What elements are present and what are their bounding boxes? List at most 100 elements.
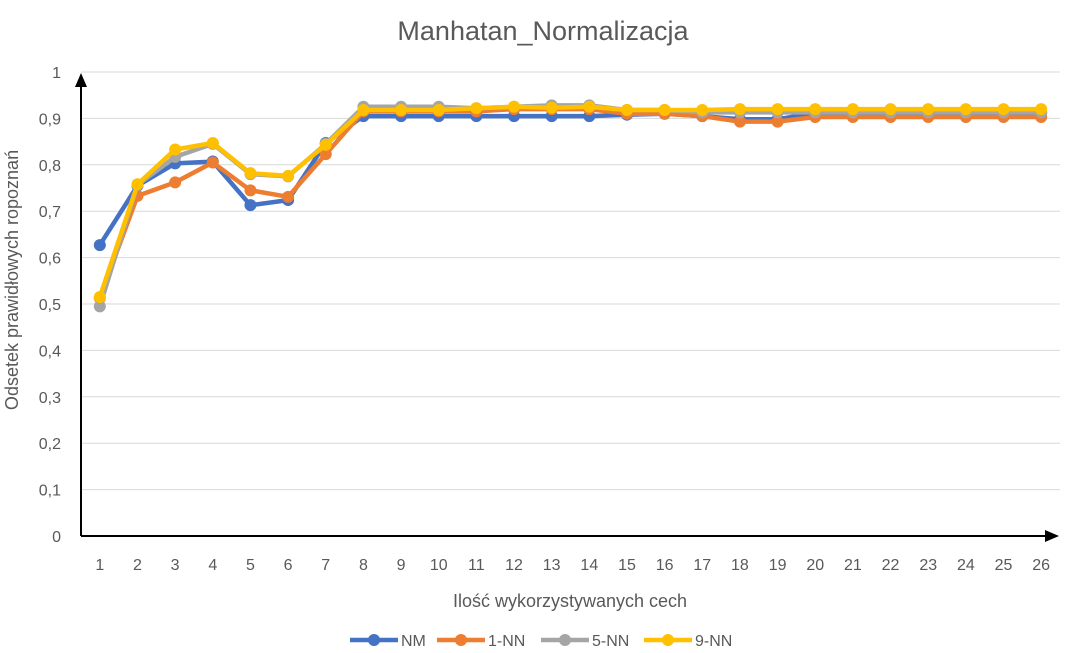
- y-axis-label: Odsetek prawidłowych ropoznań: [2, 150, 22, 410]
- series-9-nn: [93, 100, 1048, 304]
- data-point-9-nn: [131, 178, 144, 191]
- x-tick-labels: 1 2 3 4 5 6 7 8 9 10 11 12 13 14 15 16 17 18 19 20 21 22 23 24 2…: [95, 557, 1050, 574]
- data-point-1-nn: [319, 148, 332, 161]
- x-tick-label: 23: [919, 557, 937, 574]
- series-line-5-nn: [97, 103, 1042, 307]
- data-point-9-nn: [922, 103, 935, 116]
- data-point-1-nn: [169, 176, 182, 189]
- legend-marker: [662, 634, 674, 646]
- x-tick-label: 3: [171, 557, 180, 574]
- data-point-9-nn: [884, 103, 897, 116]
- legend-marker: [455, 634, 467, 646]
- x-tick-label: 1: [95, 557, 104, 574]
- x-tick-label: 15: [618, 557, 636, 574]
- legend: NM 1-NN 5-NN 9-NN: [350, 633, 732, 650]
- gridlines: [81, 71, 1060, 491]
- x-tick-label: 12: [505, 557, 523, 574]
- x-tick-label: 8: [359, 557, 368, 574]
- axes: [75, 73, 1059, 542]
- data-point-9-nn: [846, 103, 859, 116]
- x-axis-label: Ilość wykorzystywanych cech: [453, 591, 687, 611]
- series-group: [93, 99, 1048, 313]
- data-point-9-nn: [733, 103, 746, 116]
- data-point-9-nn: [545, 101, 558, 114]
- data-point-9-nn: [696, 104, 709, 117]
- x-tick-label: 20: [806, 557, 824, 574]
- x-tick-label: 6: [284, 557, 293, 574]
- legend-item-9-nn: 9-NN: [644, 633, 732, 650]
- x-tick-label: 17: [693, 557, 711, 574]
- x-tick-label: 4: [208, 557, 217, 574]
- data-point-nm: [93, 239, 106, 252]
- data-point-9-nn: [93, 291, 106, 304]
- y-tick-label: 0,2: [39, 436, 61, 453]
- x-tick-label: 10: [430, 557, 448, 574]
- data-point-9-nn: [771, 103, 784, 116]
- x-axis-arrow: [1045, 530, 1059, 542]
- data-point-9-nn: [583, 100, 596, 113]
- y-tick-label: 0,9: [39, 111, 61, 128]
- data-point-9-nn: [809, 103, 822, 116]
- data-point-1-nn: [733, 115, 746, 128]
- x-tick-label: 14: [580, 557, 598, 574]
- data-point-9-nn: [508, 100, 521, 113]
- y-tick-label: 0,5: [39, 297, 61, 314]
- y-tick-labels: 0 0,1 0,2 0,3 0,4 0,5 0,6 0,7 0,8 0,9 1: [39, 65, 61, 546]
- x-tick-label: 11: [468, 557, 485, 574]
- data-point-1-nn: [206, 156, 219, 169]
- legend-label: 1-NN: [488, 633, 525, 650]
- y-axis-arrow: [75, 73, 87, 87]
- data-point-9-nn: [357, 104, 370, 117]
- x-tick-label: 2: [133, 557, 142, 574]
- legend-label: NM: [401, 633, 426, 650]
- data-point-9-nn: [319, 138, 332, 151]
- x-tick-label: 25: [995, 557, 1013, 574]
- data-point-9-nn: [169, 143, 182, 156]
- data-point-9-nn: [470, 102, 483, 115]
- x-tick-label: 5: [246, 557, 255, 574]
- x-tick-label: 19: [769, 557, 787, 574]
- y-tick-label: 1: [52, 65, 61, 82]
- data-point-5-nn: [93, 300, 106, 313]
- x-tick-label: 13: [543, 557, 561, 574]
- legend-label: 5-NN: [592, 633, 629, 650]
- data-point-9-nn: [1035, 103, 1048, 116]
- data-point-9-nn: [959, 103, 972, 116]
- y-tick-label: 0,3: [39, 390, 61, 407]
- data-point-nm: [244, 199, 257, 212]
- x-tick-label: 22: [882, 557, 900, 574]
- x-tick-label: 7: [321, 557, 330, 574]
- data-point-1-nn: [244, 184, 257, 197]
- y-tick-label: 0,8: [39, 158, 61, 175]
- data-point-9-nn: [395, 104, 408, 117]
- x-tick-label: 18: [731, 557, 749, 574]
- y-tick-label: 0: [52, 529, 61, 546]
- data-point-9-nn: [432, 104, 445, 117]
- data-point-9-nn: [658, 104, 671, 117]
- chart-title: Manhatan_Normalizacja: [397, 16, 689, 46]
- y-tick-label: 0,7: [39, 204, 61, 221]
- y-tick-label: 0,4: [39, 343, 61, 360]
- legend-item-5-nn: 5-NN: [541, 633, 629, 650]
- data-point-1-nn: [771, 115, 784, 128]
- data-point-9-nn: [620, 104, 633, 117]
- legend-item-1-nn: 1-NN: [437, 633, 525, 650]
- series-line-1-nn: [97, 106, 1042, 299]
- legend-marker: [559, 634, 571, 646]
- legend-label: 9-NN: [695, 633, 732, 650]
- x-tick-label: 26: [1032, 557, 1050, 574]
- y-tick-label: 0,6: [39, 251, 61, 268]
- y-tick-label: 0,1: [39, 483, 61, 500]
- x-tick-label: 21: [844, 557, 862, 574]
- series-5-nn: [93, 99, 1048, 313]
- x-tick-label: 16: [656, 557, 674, 574]
- data-point-9-nn: [206, 136, 219, 149]
- legend-marker: [368, 634, 380, 646]
- series-1-nn: [93, 103, 1048, 304]
- series-line-9-nn: [97, 104, 1042, 298]
- x-tick-label: 24: [957, 557, 975, 574]
- data-point-1-nn: [282, 190, 295, 203]
- x-tick-label: 9: [397, 557, 406, 574]
- data-point-9-nn: [244, 167, 257, 180]
